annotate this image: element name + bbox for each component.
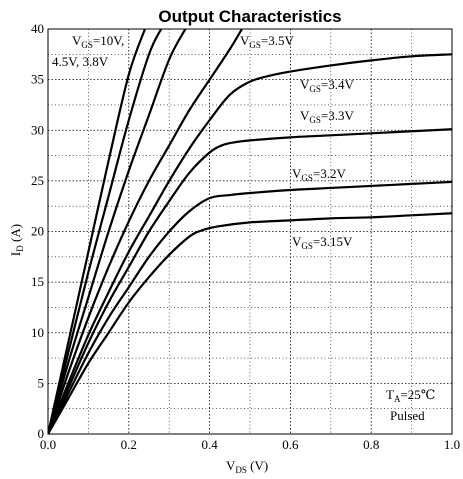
x-tick-label: 1.0 — [444, 437, 460, 452]
y-tick-label: 0 — [38, 426, 45, 441]
curve-vgs-3-2v — [48, 180, 452, 434]
x-tick-label: 0.4 — [201, 437, 218, 452]
curve-label-vgs-3-3v: VGS=3.3V — [300, 108, 354, 125]
y-tick-label: 20 — [31, 224, 44, 239]
curve-vgs-3-3v — [48, 128, 452, 434]
x-tick-label: 0.2 — [121, 437, 137, 452]
x-tick-label: 0.6 — [282, 437, 299, 452]
curve-vgs-3-5v — [48, 29, 244, 434]
plot-frame — [47, 28, 453, 435]
curve-label-vgs-3-4v: VGS=3.4V — [300, 77, 354, 94]
curve-vgs-3-4v — [48, 53, 452, 434]
curve-vgs-3-15v — [48, 212, 452, 434]
y-tick-label: 35 — [31, 72, 44, 87]
y-axis-label: ID (A) — [8, 224, 25, 256]
temperature-annotation: TA=25℃ — [386, 387, 435, 404]
chart-title: Output Characteristics — [158, 7, 341, 26]
y-tick-labels: 0 5 10 15 20 25 30 35 40 — [31, 21, 44, 441]
x-tick-label: 0.8 — [363, 437, 379, 452]
curve-label-vgs-3-5v: VGS=3.5V — [240, 33, 294, 50]
y-tick-label: 10 — [31, 325, 44, 340]
curve-label-vgs-3-2v: VGS=3.2V — [292, 166, 346, 183]
curve-vgs-3-8v — [48, 29, 187, 434]
curve-label-vgs-10v: VGS=10V, — [72, 33, 124, 50]
y-tick-label: 15 — [31, 274, 44, 289]
x-axis-label: VDS (V) — [226, 458, 268, 475]
pulsed-annotation: Pulsed — [390, 408, 425, 423]
y-tick-label: 30 — [31, 122, 44, 137]
curve-vgs-4-5v — [48, 29, 163, 434]
grid — [48, 29, 452, 434]
curves — [48, 29, 452, 434]
curve-label-vgs-3-15v: VGS=3.15V — [292, 234, 353, 251]
curve-label-vgs-4-5v-3-8v: 4.5V, 3.8V — [52, 54, 109, 69]
x-tick-label: 0.0 — [40, 437, 56, 452]
y-tick-label: 40 — [31, 21, 44, 36]
x-tick-labels: 0.0 0.2 0.4 0.6 0.8 1.0 — [40, 437, 460, 452]
y-tick-label: 5 — [38, 375, 45, 390]
curve-vgs-10v — [48, 29, 147, 434]
y-tick-label: 25 — [31, 173, 44, 188]
